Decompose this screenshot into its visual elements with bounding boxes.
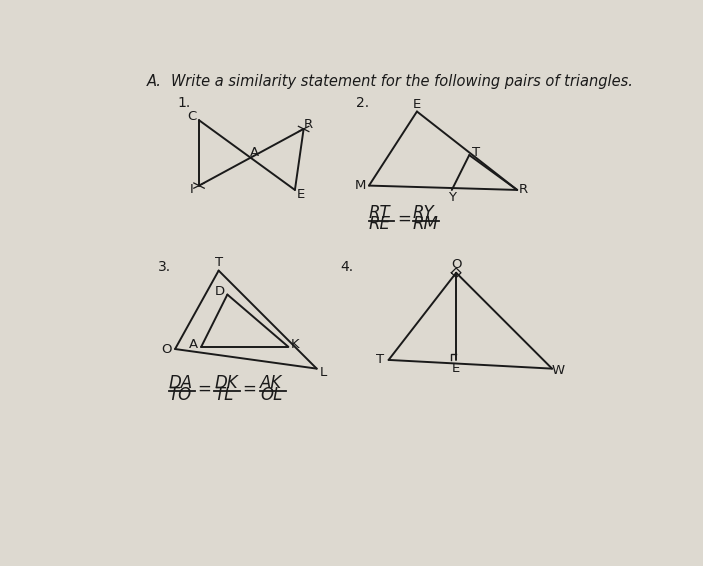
Text: =: =	[397, 210, 411, 228]
Text: O: O	[451, 258, 461, 271]
Text: E: E	[413, 98, 421, 112]
Text: I: I	[191, 183, 194, 196]
Text: RE: RE	[369, 215, 391, 233]
Text: TL: TL	[214, 385, 233, 404]
Text: Y: Y	[448, 191, 456, 204]
Text: T: T	[472, 147, 480, 160]
Text: 4.: 4.	[341, 260, 354, 274]
Text: R: R	[519, 183, 528, 196]
Text: Write a similarity statement for the following pairs of triangles.: Write a similarity statement for the fol…	[171, 75, 633, 89]
Text: L: L	[320, 366, 327, 379]
Text: AK: AK	[260, 374, 283, 392]
Text: =: =	[197, 380, 211, 398]
Text: W: W	[552, 365, 565, 378]
Text: RM: RM	[413, 215, 439, 233]
Text: 2.: 2.	[356, 96, 369, 110]
Text: OL: OL	[260, 385, 283, 404]
Text: K: K	[290, 338, 299, 351]
Text: D: D	[214, 285, 224, 298]
Text: 1.: 1.	[177, 96, 191, 110]
Text: E: E	[452, 362, 460, 375]
Text: T: T	[376, 353, 384, 366]
Text: RT: RT	[369, 204, 391, 222]
Text: R: R	[304, 118, 313, 131]
Text: TO: TO	[169, 385, 192, 404]
Text: O: O	[161, 342, 172, 355]
Text: A: A	[189, 338, 198, 351]
Text: DA: DA	[169, 374, 193, 392]
Text: =: =	[243, 380, 257, 398]
Text: T: T	[214, 256, 223, 269]
Text: C: C	[188, 110, 197, 123]
Text: 3.: 3.	[157, 260, 171, 274]
Text: M: M	[354, 179, 366, 192]
Text: A: A	[250, 147, 259, 160]
Text: A.: A.	[147, 75, 162, 89]
Text: RY: RY	[413, 204, 434, 222]
Text: E: E	[297, 188, 304, 201]
Text: DK: DK	[214, 374, 238, 392]
